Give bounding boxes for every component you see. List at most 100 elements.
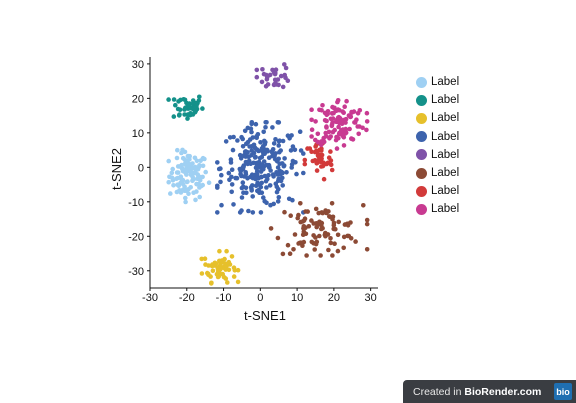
data-point (259, 180, 265, 186)
legend-label: Label (431, 76, 460, 89)
data-point (249, 129, 254, 135)
data-point (328, 240, 334, 246)
data-point (342, 104, 348, 109)
data-point (361, 203, 366, 208)
data-point (348, 114, 354, 120)
data-point (305, 146, 310, 151)
data-point (228, 157, 234, 162)
biorender-logo-icon: bio (554, 383, 572, 400)
data-point (334, 134, 339, 140)
data-point (280, 84, 286, 90)
x-tick-label: -10 (216, 292, 232, 304)
data-point (357, 108, 363, 113)
points-layer (166, 62, 370, 286)
data-point (341, 245, 347, 251)
data-point (242, 128, 248, 134)
data-point (314, 224, 320, 230)
data-point (193, 164, 198, 170)
data-point (276, 139, 282, 144)
data-point (246, 208, 251, 214)
data-point (229, 182, 235, 187)
data-point (318, 156, 324, 161)
data-point (200, 106, 205, 111)
data-point (287, 136, 292, 141)
data-point (301, 170, 306, 176)
data-point (206, 263, 211, 268)
legend-item: Label (416, 182, 459, 200)
data-point (259, 174, 264, 180)
data-point (166, 158, 171, 164)
data-point (240, 180, 246, 185)
data-point (332, 241, 337, 246)
data-point (197, 94, 202, 100)
data-point (254, 172, 260, 177)
data-point (223, 276, 229, 281)
data-point (261, 159, 267, 164)
data-point (275, 199, 281, 204)
data-point (229, 189, 234, 195)
data-point (319, 226, 324, 232)
data-point (249, 188, 254, 193)
data-point (283, 65, 289, 71)
data-point (245, 176, 250, 181)
data-point (313, 144, 318, 149)
data-point (182, 112, 187, 117)
data-point (364, 127, 369, 133)
data-point (268, 168, 273, 173)
legend-swatch (416, 203, 427, 215)
legend-label: Label (431, 148, 460, 161)
data-point (191, 190, 196, 195)
data-point (217, 258, 222, 264)
data-point (166, 97, 171, 102)
data-point (215, 160, 220, 165)
biorender-watermark[interactable]: Created in BioRender.com bio (403, 380, 576, 403)
data-point (235, 279, 241, 285)
data-point (197, 194, 202, 200)
data-point (336, 124, 341, 130)
data-point (226, 259, 232, 265)
data-point (188, 164, 194, 170)
data-point (231, 274, 237, 279)
data-point (180, 168, 186, 174)
data-point (243, 159, 249, 165)
data-point (329, 167, 335, 173)
data-point (174, 170, 180, 175)
data-point (210, 268, 216, 274)
data-point (336, 114, 342, 120)
y-tick-label: 0 (138, 162, 144, 174)
data-point (206, 180, 212, 185)
data-point (232, 268, 238, 273)
data-point (256, 159, 262, 165)
data-point (347, 126, 352, 132)
data-point (309, 149, 314, 154)
data-point (243, 149, 249, 154)
data-point (264, 120, 269, 125)
data-point (227, 177, 232, 183)
y-tick-label: -30 (128, 266, 144, 278)
y-tick-label: -20 (128, 231, 144, 243)
data-point (183, 199, 188, 205)
data-point (235, 138, 240, 143)
data-point (262, 173, 268, 179)
data-point (243, 171, 249, 177)
x-tick-label: 30 (365, 292, 377, 304)
data-point (336, 219, 342, 225)
data-point (282, 156, 287, 161)
legend-swatch (416, 167, 427, 179)
data-point (348, 236, 354, 241)
legend-item: Label (416, 200, 459, 218)
data-point (246, 154, 251, 160)
data-point (276, 186, 281, 192)
data-point (326, 247, 331, 253)
data-point (209, 263, 215, 269)
data-point (335, 107, 341, 112)
data-point (309, 134, 314, 139)
data-point (184, 100, 189, 106)
data-point (294, 171, 299, 177)
data-point (268, 202, 273, 208)
legend-label: Label (431, 112, 460, 125)
data-point (328, 149, 333, 154)
data-point (190, 98, 196, 103)
data-point (258, 140, 263, 145)
data-point (275, 165, 281, 170)
